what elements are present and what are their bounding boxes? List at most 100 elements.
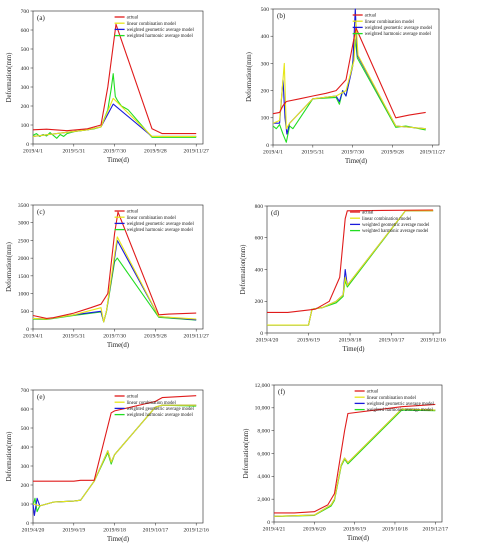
series-line-linear <box>32 404 197 507</box>
y-tick-label: 0 <box>266 143 269 149</box>
x-tick-label: 2019/9/28 <box>144 334 167 340</box>
x-tick-label: 2019/4/1 <box>23 149 43 155</box>
y-tick-label: 2500 <box>18 238 29 244</box>
x-tick-label: 2019/10/18 <box>382 527 408 533</box>
y-tick-label: 500 <box>261 7 270 13</box>
plot-frame <box>32 389 204 524</box>
legend-label-harmonic: weighted harmonic average model <box>367 408 434 413</box>
legend-label-geometric: weighted geometric average model <box>367 402 435 407</box>
series-line-harmonic <box>272 38 426 143</box>
panel-label: (b) <box>277 12 286 20</box>
x-tick-label: 2019/9/28 <box>144 149 167 155</box>
y-tick-label: 800 <box>255 204 264 210</box>
legend-label-actual: actual <box>362 211 374 216</box>
legend-label-linear: linear combination model <box>365 20 415 25</box>
legend-label-geometric: weighted geometric average model <box>127 28 195 33</box>
y-axis-label: Deformation(mm) <box>6 53 13 103</box>
y-tick-label: 3500 <box>18 203 29 209</box>
x-tick-label: 2019/4/21 <box>263 527 286 533</box>
series-line-linear <box>32 97 197 137</box>
legend-label-actual: actual <box>127 210 139 215</box>
y-tick-label: 400 <box>255 267 264 273</box>
panel-label: (a) <box>37 14 45 22</box>
series-line-geometric <box>32 103 197 137</box>
x-tick-label: 2019/5/31 <box>62 334 85 340</box>
legend-label-linear: linear combination model <box>367 396 417 401</box>
y-tick-label: 600 <box>21 28 30 34</box>
legend-label-harmonic: weighted harmonic average model <box>127 34 194 39</box>
legend-label-actual: actual <box>365 14 377 19</box>
legend-label-geometric: weighted geometric average model <box>127 407 195 412</box>
y-axis-label: Deformation(mm) <box>6 242 13 292</box>
series-line-geometric <box>32 404 197 516</box>
chart-panel-3: 0 500 1000 1500 2000 2500 3000 3500 2019/4/1 2019… <box>6 203 209 349</box>
y-tick-label: 600 <box>21 407 30 413</box>
legend-label-actual: actual <box>127 16 139 21</box>
y-tick-label: 0 <box>26 142 29 148</box>
y-tick-label: 0 <box>26 521 29 527</box>
series-line-actual <box>32 211 197 319</box>
x-tick-label: 2019/10/17 <box>379 338 405 344</box>
y-tick-label: 12,000 <box>255 383 271 389</box>
x-tick-label: 2019/8/18 <box>339 338 362 344</box>
series-line-harmonic <box>273 409 436 518</box>
y-tick-label: 2000 <box>18 256 29 262</box>
y-tick-label: 0 <box>267 520 270 526</box>
x-tick-label: 2019/4/20 <box>256 338 279 344</box>
y-tick-label: 400 <box>261 34 270 40</box>
panel-label: (f) <box>278 388 286 396</box>
x-axis-label: Time(d) <box>347 535 369 542</box>
x-tick-label: 2019/12/16 <box>183 528 209 534</box>
chart-panel-1: 0 100 200 300 400 500 600 700 2019/4/1 2019/5/31 2… <box>6 9 209 164</box>
y-tick-label: 100 <box>21 502 30 508</box>
plot-frame <box>272 8 440 146</box>
y-tick-label: 700 <box>21 9 30 15</box>
x-tick-label: 2019/7/30 <box>103 334 126 340</box>
y-tick-label: 400 <box>21 445 30 451</box>
y-tick-label: 8,000 <box>257 429 270 435</box>
x-tick-label: 2019/12/17 <box>423 527 449 533</box>
y-tick-label: 200 <box>21 483 30 489</box>
series-line-actual <box>267 209 434 313</box>
y-tick-label: 500 <box>21 47 30 53</box>
y-tick-label: 300 <box>261 61 270 67</box>
legend-label-geometric: weighted geometric average model <box>127 222 195 227</box>
series-line-actual <box>33 395 197 482</box>
legend-label-actual: actual <box>127 395 139 400</box>
x-tick-label: 2019/4/20 <box>22 528 45 534</box>
chart-panel-2: 0 100 200 300 400 500 2019/4/1 2019/5/31 2019/7/… <box>246 7 445 165</box>
y-tick-label: 1500 <box>18 274 29 280</box>
x-axis-label: Time(d) <box>107 536 129 543</box>
series-line-harmonic <box>32 404 197 513</box>
y-tick-label: 500 <box>21 426 30 432</box>
x-tick-label: 2019/10/17 <box>143 528 169 534</box>
x-tick-label: 2019/11/27 <box>184 334 209 340</box>
x-tick-label: 2019/8/19 <box>343 527 366 533</box>
x-tick-label: 2019/7/30 <box>103 149 126 155</box>
x-tick-label: 2019/6/20 <box>303 527 326 533</box>
x-tick-label: 2019/4/1 <box>263 150 283 156</box>
series-line-actual <box>272 27 426 119</box>
legend-label-linear: linear combination model <box>127 216 177 221</box>
series-line-geometric <box>273 408 436 517</box>
x-tick-label: 2019/12/16 <box>420 338 446 344</box>
legend-label-geometric: weighted geometric average model <box>362 223 430 228</box>
legend-label-geometric: weighted geometric average model <box>365 26 433 31</box>
chart-panel-5: 0 100 200 300 400 500 600 700 2019/4/20 2019/6/19… <box>6 388 209 543</box>
series-line-linear <box>267 210 434 326</box>
y-tick-label: 4,000 <box>257 474 270 480</box>
series-line-harmonic <box>32 73 197 139</box>
y-tick-label: 600 <box>255 236 264 242</box>
x-tick-label: 2019/7/30 <box>341 150 364 156</box>
y-tick-label: 300 <box>21 85 30 91</box>
x-axis-label: Time(d) <box>345 158 367 165</box>
y-tick-label: 2,000 <box>257 497 270 503</box>
y-tick-label: 200 <box>21 104 30 110</box>
series-line-linear <box>32 236 197 323</box>
legend-label-harmonic: weighted harmonic average model <box>362 229 429 234</box>
